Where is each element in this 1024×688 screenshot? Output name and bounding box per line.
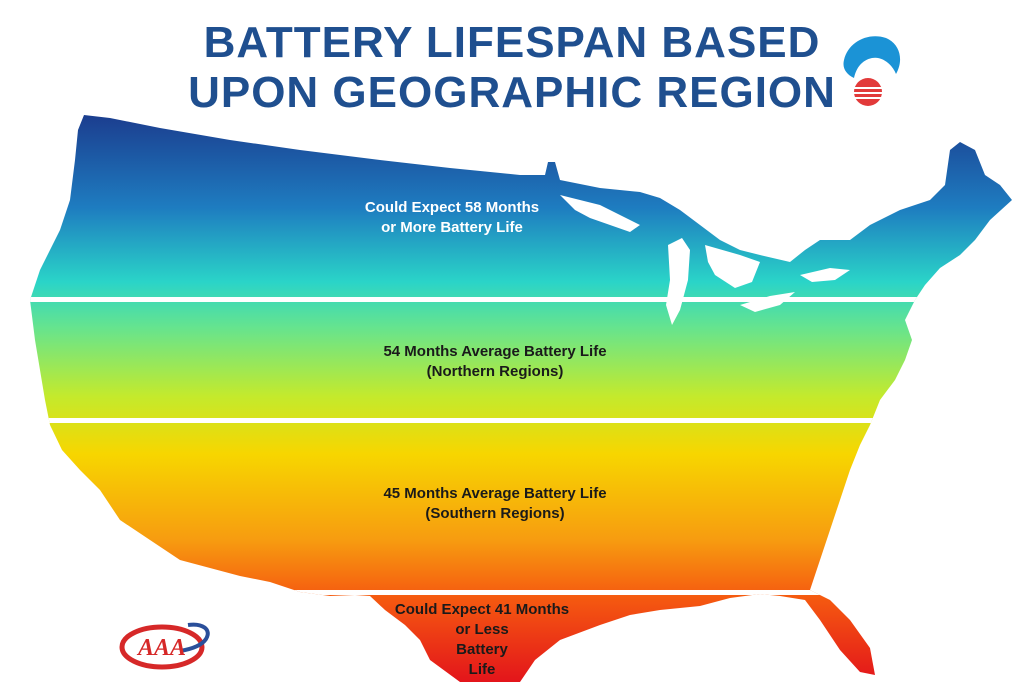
lake-michigan	[666, 238, 690, 325]
aaa-logo-text: AAA	[136, 635, 186, 661]
wave-logo-icon	[838, 30, 904, 110]
region-label-45: 45 Months Average Battery Life (Southern…	[330, 484, 660, 524]
map-fill	[30, 115, 1012, 682]
region-54-line-2: (Northern Regions)	[426, 363, 564, 380]
region-label-54: 54 Months Average Battery Life (Northern…	[330, 342, 660, 382]
region-41-line-4: Life	[468, 661, 496, 678]
page-title: BATTERY LIFESPAN BASED UPON GEOGRAPHIC R…	[0, 18, 1024, 118]
aaa-logo-svg: AAA	[119, 622, 210, 670]
region-58-line-1: Could Expect 58 Months	[364, 199, 540, 216]
lake-ontario	[800, 268, 850, 282]
region-label-58: Could Expect 58 Months or More Battery L…	[332, 198, 572, 238]
gradient-fill	[30, 115, 1012, 682]
divider-54-45	[30, 418, 1012, 423]
region-45-line-2: (Southern Regions)	[425, 505, 565, 522]
lake-superior	[560, 195, 640, 232]
lake-huron	[705, 245, 760, 288]
aaa-logo-icon: AAA	[118, 617, 214, 673]
region-45-line-1: 45 Months Average Battery Life	[383, 485, 607, 502]
title-line-2: UPON GEOGRAPHIC REGION	[188, 68, 836, 117]
wave-logo-svg	[843, 36, 901, 106]
region-58-line-2: or More Battery Life	[381, 219, 523, 236]
region-54-line-1: 54 Months Average Battery Life	[383, 343, 607, 360]
region-41-line-1: Could Expect 41 Months	[394, 601, 570, 618]
divider-45-41	[30, 590, 1012, 595]
region-41-line-3: Battery	[456, 641, 508, 658]
title-line-1: BATTERY LIFESPAN BASED	[203, 18, 821, 67]
region-41-line-2: or Less	[455, 621, 509, 638]
divider-58-54	[30, 297, 1012, 302]
region-label-41: Could Expect 41 Months or Less Battery L…	[372, 600, 592, 680]
